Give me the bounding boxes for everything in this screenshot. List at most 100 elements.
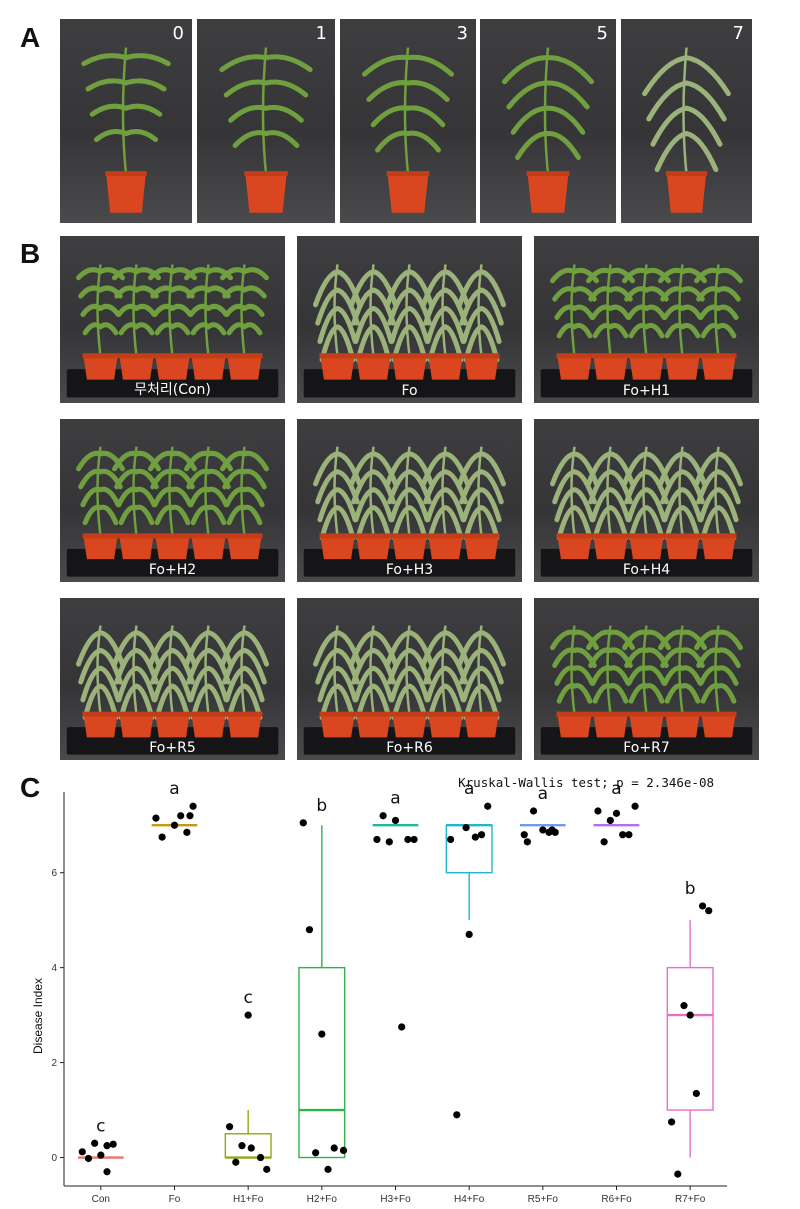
box <box>298 966 346 1159</box>
data-point <box>612 809 621 817</box>
x-tick-label: H4+Fo <box>454 1194 485 1205</box>
disease-index-boxplot: Kruskal-Wallis test; p = 2.346e-08 Disea… <box>31 775 727 1205</box>
tray-label: Fo+R5 <box>149 740 196 756</box>
plant-shape <box>219 47 313 175</box>
pot-shape <box>155 714 190 738</box>
plant-shape <box>313 264 362 363</box>
test-annotation: Kruskal-Wallis test; p = 2.346e-08 <box>458 775 714 790</box>
pot-shape <box>428 536 463 560</box>
plant-shape <box>349 264 398 363</box>
pot-rim <box>665 171 708 177</box>
data-point <box>680 1002 688 1010</box>
data-point <box>299 819 307 827</box>
pot-rim <box>700 711 737 717</box>
tray-photo: 무처리(Con) <box>60 236 285 403</box>
data-point <box>103 1142 111 1150</box>
plant-shape <box>421 625 470 721</box>
plant-shape <box>457 446 506 541</box>
pot-rim <box>244 171 288 177</box>
pot-shape <box>356 356 391 380</box>
x-tick-label: Fo <box>169 1194 181 1205</box>
pot-rim <box>427 353 464 359</box>
tray-photo: Fo+H1 <box>534 236 759 403</box>
pot-rim <box>463 353 500 359</box>
pot-shape <box>119 536 154 560</box>
pot-shape <box>387 174 429 213</box>
data-point <box>551 828 559 836</box>
day-photo: 1 <box>197 19 335 223</box>
x-tick-label: H1+Fo <box>233 1194 264 1205</box>
pot-rim <box>319 353 356 359</box>
data-point <box>631 802 639 810</box>
pot-rim <box>82 533 119 539</box>
plant-shape <box>112 446 161 537</box>
tray-label: Fo+H4 <box>622 562 671 578</box>
pot-shape <box>83 714 118 738</box>
data-point <box>462 824 470 832</box>
day-label: 3 <box>456 23 468 44</box>
tray-shape <box>66 369 279 398</box>
significance-letter: a <box>390 789 400 809</box>
data-point <box>232 1158 240 1166</box>
pot-rim <box>391 353 428 359</box>
pot-rim <box>319 533 356 539</box>
data-point <box>152 814 160 822</box>
pot-rim <box>556 711 593 717</box>
data-point <box>465 930 473 939</box>
panel-a-letter: A <box>20 22 41 53</box>
pot-shape <box>392 356 427 380</box>
plant-shape <box>361 47 455 175</box>
plant-shape <box>642 47 731 175</box>
tray-shape <box>66 727 279 755</box>
box <box>666 966 714 1111</box>
pot-shape <box>191 536 226 560</box>
plant-shape <box>220 446 269 537</box>
plant-shape <box>385 446 434 541</box>
pot-rim <box>592 711 629 717</box>
data-point <box>625 831 633 839</box>
x-tick-label: Con <box>92 1194 110 1205</box>
pot-shape <box>106 174 146 213</box>
significance-letter: b <box>316 796 327 816</box>
data-point <box>453 1111 461 1119</box>
pot-rim <box>154 711 191 717</box>
pot-shape <box>227 536 262 560</box>
pot-rim <box>82 353 119 359</box>
pot-rim <box>190 533 227 539</box>
pot-rim <box>226 533 263 539</box>
tray-label: 무처리(Con) <box>134 382 211 398</box>
data-point <box>404 835 412 844</box>
day-photo: 5 <box>480 19 616 223</box>
data-point <box>692 1089 700 1098</box>
tray-shape <box>66 548 279 577</box>
plant-shape <box>658 625 707 715</box>
significance-letter: a <box>611 779 621 799</box>
pot-rim <box>427 711 464 717</box>
pot-shape <box>629 356 664 380</box>
tray-label: Fo+R6 <box>386 740 433 756</box>
pot-shape <box>557 356 592 380</box>
tray-photo: Fo+H3 <box>297 419 522 582</box>
pot-shape <box>83 536 118 560</box>
data-point <box>109 1140 117 1148</box>
pot-rim <box>118 533 155 539</box>
pot-shape <box>83 356 118 380</box>
pot-shape <box>557 536 592 560</box>
significance-letter: a <box>538 784 548 804</box>
pot-rim <box>700 353 737 359</box>
data-point <box>594 807 602 815</box>
y-tick-label: 2 <box>51 1058 57 1069</box>
pot-shape <box>155 536 190 560</box>
plant-shape <box>220 264 269 357</box>
x-tick-label: R6+Fo <box>601 1194 632 1205</box>
data-point <box>78 1148 86 1156</box>
pot-shape <box>629 536 664 560</box>
pot-rim <box>391 711 428 717</box>
significance-letter: b <box>685 879 696 899</box>
pot-rim <box>355 353 392 359</box>
data-point <box>686 1011 694 1019</box>
pot-rim <box>190 711 227 717</box>
pot-shape <box>665 356 700 380</box>
plant-shape <box>76 625 125 721</box>
tray-label: Fo+H3 <box>385 562 434 578</box>
